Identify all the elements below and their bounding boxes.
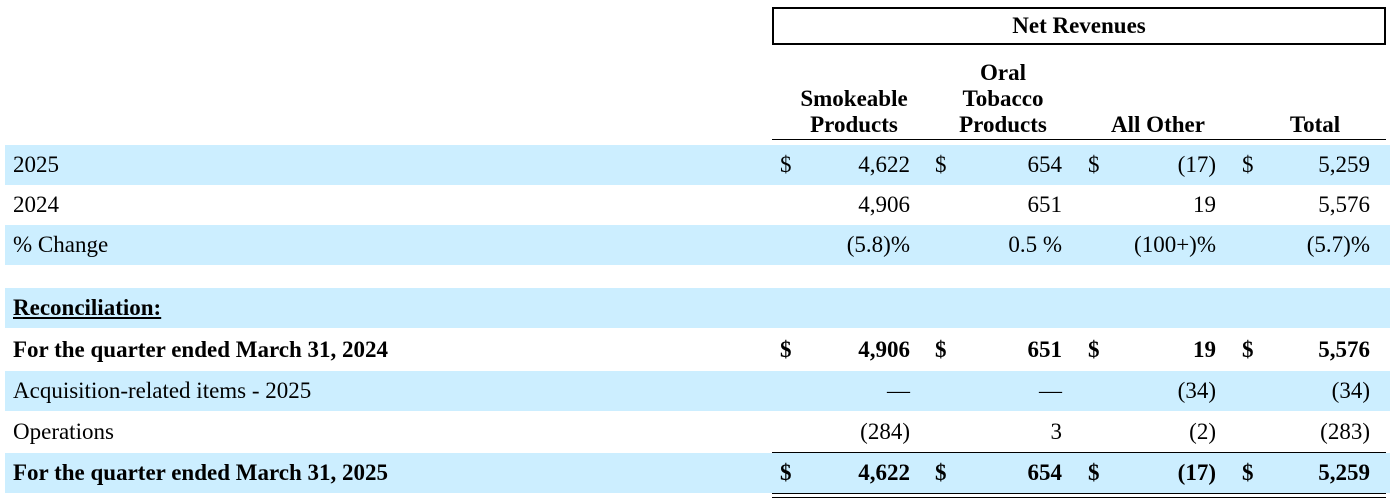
value-cell: (34) bbox=[1177, 378, 1216, 403]
value-cell bbox=[1076, 288, 1216, 328]
value-cell: (283) bbox=[1320, 419, 1370, 444]
row-label: 2025 bbox=[13, 152, 59, 177]
col-header-all-other-line1: All Other bbox=[1111, 112, 1205, 137]
col-header-total: Total bbox=[1255, 112, 1375, 138]
value-cell bbox=[1230, 288, 1370, 328]
currency-symbol: $ bbox=[780, 337, 792, 362]
net-revenues-header: Net Revenues bbox=[772, 7, 1386, 45]
currency-symbol: $ bbox=[1242, 152, 1254, 177]
currency-symbol: $ bbox=[935, 460, 947, 485]
value-cell bbox=[922, 288, 1062, 328]
row-label: For the quarter ended March 31, 2025 bbox=[13, 460, 388, 485]
value-cell: 19 bbox=[1193, 337, 1216, 362]
table-row: 2024 4,906 651 19 5,576 bbox=[5, 185, 1390, 225]
currency-symbol: $ bbox=[1088, 337, 1100, 362]
value-cell: 651 bbox=[1027, 337, 1063, 362]
double-rule-top bbox=[772, 493, 1386, 494]
row-label: For the quarter ended March 31, 2024 bbox=[13, 337, 388, 362]
value-cell: 5,576 bbox=[1318, 192, 1370, 217]
row-label: Operations bbox=[13, 419, 114, 444]
table-row: Reconciliation: bbox=[5, 288, 1390, 328]
value-cell: — bbox=[887, 378, 910, 403]
table-row: Acquisition-related items - 2025 — — (34) (3… bbox=[5, 371, 1390, 411]
currency-symbol: $ bbox=[1242, 460, 1254, 485]
header-rule bbox=[772, 139, 1386, 140]
value-cell: 654 bbox=[1027, 460, 1063, 485]
col-header-smokeable: Smokeable Products bbox=[780, 86, 928, 138]
value-cell: (2) bbox=[1189, 419, 1216, 444]
value-cell: 19 bbox=[1193, 192, 1216, 217]
currency-symbol: $ bbox=[780, 460, 792, 485]
value-cell: 4,906 bbox=[858, 192, 910, 217]
value-cell: 4,906 bbox=[858, 337, 910, 362]
value-cell: 5,259 bbox=[1318, 152, 1370, 177]
subtotal-rule bbox=[772, 452, 1386, 453]
value-cell: — bbox=[1039, 378, 1062, 403]
table-row: For the quarter ended March 31, 2025 $4,6… bbox=[5, 453, 1390, 493]
col-header-oral-tobacco: Oral Tobacco Products bbox=[935, 60, 1071, 138]
value-cell: (34) bbox=[1331, 378, 1370, 403]
value-cell bbox=[770, 288, 910, 328]
table-row: 2025 $4,622 $654 $ (17) $5,259 bbox=[5, 145, 1390, 185]
row-label: 2024 bbox=[13, 192, 59, 217]
section-heading: Reconciliation: bbox=[13, 295, 162, 320]
table-row: Operations (284) 3 (2) (283) bbox=[5, 412, 1390, 452]
col-header-all-other: All Other bbox=[1088, 112, 1228, 138]
table-row: For the quarter ended March 31, 2024 $4,9… bbox=[5, 330, 1390, 370]
value-cell: 651 bbox=[1027, 192, 1063, 217]
col-header-smokeable-line1: Smokeable bbox=[800, 86, 908, 111]
currency-symbol: $ bbox=[1088, 460, 1100, 485]
currency-symbol: $ bbox=[935, 337, 947, 362]
value-cell: 3 bbox=[1050, 419, 1063, 444]
value-cell: (17) bbox=[1177, 460, 1216, 485]
value-cell: 0.5 % bbox=[1008, 232, 1062, 257]
row-label: % Change bbox=[13, 232, 109, 257]
table-row: % Change (5.8)% 0.5 % (100+)% (5.7)% bbox=[5, 225, 1390, 265]
col-header-smokeable-line2: Products bbox=[810, 112, 898, 137]
value-cell: (5.7)% bbox=[1306, 232, 1370, 257]
double-rule-bottom bbox=[772, 497, 1386, 498]
value-cell: 654 bbox=[1027, 152, 1063, 177]
value-cell: (5.8)% bbox=[846, 232, 910, 257]
col-header-oral-line2: Tobacco bbox=[962, 86, 1044, 111]
col-header-oral-line1: Oral bbox=[980, 60, 1026, 85]
col-header-oral-line3: Products bbox=[959, 112, 1047, 137]
value-cell: (284) bbox=[860, 419, 910, 444]
value-cell: 4,622 bbox=[858, 152, 910, 177]
currency-symbol: $ bbox=[935, 152, 947, 177]
row-label: Acquisition-related items - 2025 bbox=[13, 378, 312, 403]
col-header-total-line1: Total bbox=[1289, 112, 1341, 137]
value-cell: 5,576 bbox=[1318, 337, 1370, 362]
value-cell: 4,622 bbox=[858, 460, 910, 485]
value-cell: (17) bbox=[1177, 152, 1216, 177]
currency-symbol: $ bbox=[1242, 337, 1254, 362]
value-cell: 5,259 bbox=[1318, 460, 1370, 485]
currency-symbol: $ bbox=[780, 152, 792, 177]
currency-symbol: $ bbox=[1088, 152, 1100, 177]
value-cell: (100+)% bbox=[1134, 232, 1216, 257]
